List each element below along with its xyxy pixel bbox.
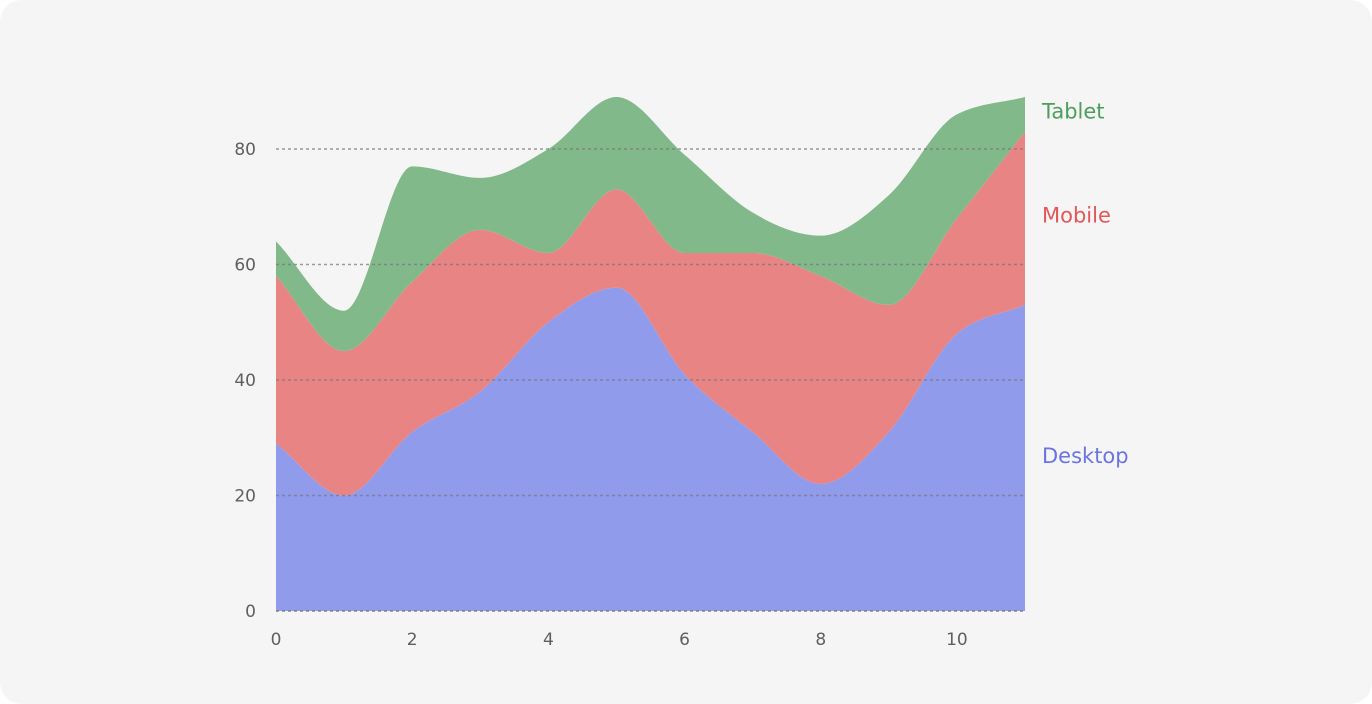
area-tablet <box>276 97 1025 352</box>
area-layer <box>276 97 1025 611</box>
series-label-desktop: Desktop <box>1042 444 1129 468</box>
gridlines <box>276 148 1025 612</box>
y-tick-label: 20 <box>234 487 256 507</box>
x-tick-label: 2 <box>407 630 418 650</box>
x-tick-label: 0 <box>271 630 282 650</box>
y-axis: 0 20 40 60 80 <box>234 140 256 622</box>
series-label-tablet: Tablet <box>1041 99 1105 123</box>
x-tick-label: 10 <box>946 630 968 650</box>
y-tick-label: 0 <box>245 602 256 622</box>
y-tick-label: 60 <box>234 256 256 276</box>
series-label-mobile: Mobile <box>1042 203 1111 227</box>
area-desktop <box>276 287 1025 611</box>
x-tick-label: 6 <box>679 630 690 650</box>
y-tick-label: 40 <box>234 371 256 391</box>
x-tick-label: 4 <box>543 630 554 650</box>
area-mobile <box>276 131 1025 496</box>
series-labels: Desktop Mobile Tablet <box>1041 99 1129 468</box>
x-axis: 0 2 4 6 8 10 <box>271 630 968 650</box>
x-tick-label: 8 <box>815 630 826 650</box>
y-tick-label: 80 <box>234 140 256 160</box>
